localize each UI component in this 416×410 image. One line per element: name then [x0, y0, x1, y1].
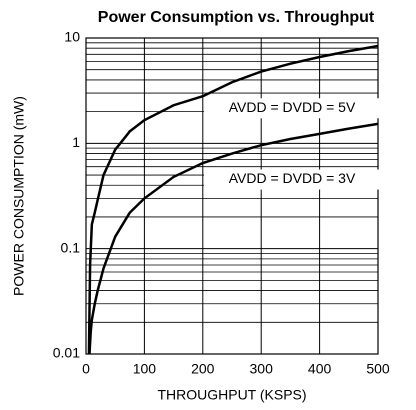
- label-bg: [204, 98, 380, 119]
- y-tick-label: 0.1: [61, 239, 81, 255]
- x-tick-label: 200: [191, 361, 215, 377]
- x-tick-label: 0: [82, 361, 90, 377]
- x-tick-label: 500: [366, 361, 390, 377]
- x-tick-label: 100: [133, 361, 157, 377]
- y-tick-label: 10: [64, 29, 80, 45]
- series-line: [88, 122, 379, 355]
- series-label: AVDD = DVDD = 5V: [229, 99, 356, 115]
- y-axis-label: POWER CONSUMPTION (mW): [11, 96, 27, 296]
- x-tick-label: 300: [250, 361, 274, 377]
- label-bg: [204, 169, 380, 190]
- plot-frame: [85, 37, 379, 355]
- y-tick-label: 1: [72, 134, 80, 150]
- chart-title: Power Consumption vs. Throughput: [98, 9, 375, 26]
- series-label: AVDD = DVDD = 3V: [229, 170, 356, 186]
- x-tick-label: 400: [308, 361, 332, 377]
- series-line: [87, 44, 379, 355]
- x-axis-label: THROUGHPUT (KSPS): [157, 387, 306, 403]
- y-tick-label: 0.01: [53, 345, 80, 361]
